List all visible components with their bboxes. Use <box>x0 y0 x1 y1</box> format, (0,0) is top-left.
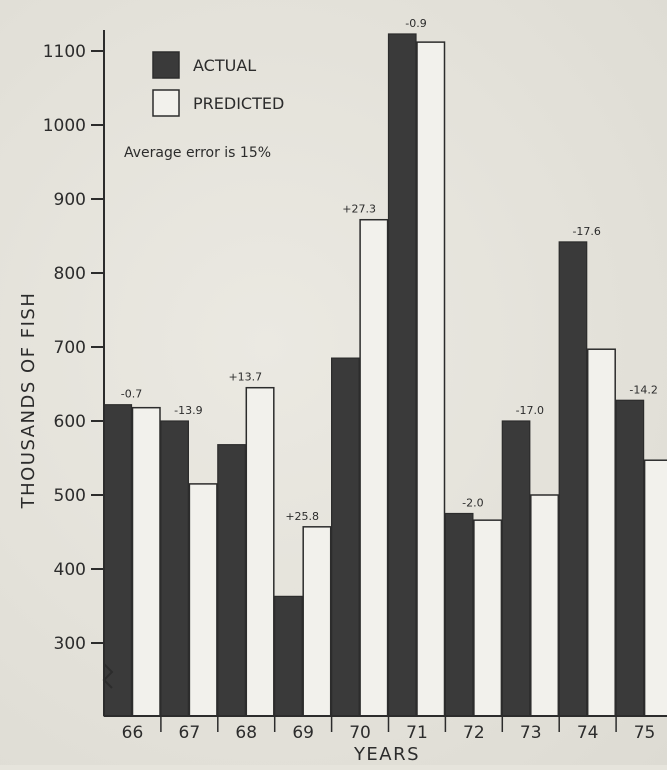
error-percent-label: -2.0 <box>462 497 483 510</box>
error-percent-label: -0.9 <box>405 17 426 30</box>
x-categories: 66 67 68 69 70 71 72 73 74 75 <box>122 716 656 743</box>
legend: ACTUAL PREDICTED <box>152 51 284 117</box>
bar-predicted <box>530 494 560 717</box>
error-percent-label: -17.0 <box>516 404 544 417</box>
x-category-label: 74 <box>577 723 599 743</box>
legend-label-actual: ACTUAL <box>193 56 256 75</box>
bar-actual <box>501 420 531 717</box>
bar-actual <box>444 512 474 717</box>
bar-actual <box>103 404 133 717</box>
error-percent-label: -0.7 <box>121 388 142 401</box>
error-percent-label: +13.7 <box>228 371 262 384</box>
x-category-label: 67 <box>179 723 201 743</box>
axes <box>102 30 667 717</box>
legend-label-predicted: PREDICTED <box>193 94 284 113</box>
y-tick-label: 600 <box>54 412 86 432</box>
y-ticks: 300 400 500 600 700 800 900 1000 1100 <box>43 42 104 654</box>
bar-predicted <box>586 348 616 717</box>
bar-actual <box>615 399 645 717</box>
bar-actual <box>558 241 588 717</box>
y-tick-label: 400 <box>54 560 86 580</box>
average-error-note: Average error is 15% <box>124 145 271 161</box>
error-percent-label: -13.9 <box>174 404 202 417</box>
x-category-label: 75 <box>634 723 656 743</box>
bar-predicted <box>245 386 275 717</box>
y-tick-label: 300 <box>54 634 86 654</box>
bar-predicted <box>359 218 389 717</box>
x-category-label: 68 <box>235 723 257 743</box>
bar-predicted <box>131 406 161 717</box>
x-category-label: 69 <box>292 723 314 743</box>
bar-actual <box>274 595 303 717</box>
legend-swatch-predicted <box>152 89 180 117</box>
error-percent-label: +27.3 <box>342 203 376 216</box>
x-category-label: 70 <box>349 723 371 743</box>
x-category-label: 72 <box>463 723 485 743</box>
bar-actual <box>331 357 360 717</box>
bar-actual <box>217 444 246 717</box>
bar-actual <box>160 420 189 717</box>
y-tick-label: 1100 <box>43 42 86 62</box>
error-percent-label: -14.2 <box>629 383 657 396</box>
x-category-label: 66 <box>122 723 144 743</box>
bar-predicted <box>188 483 218 717</box>
bar-predicted <box>302 526 332 717</box>
bar-predicted <box>416 41 446 717</box>
y-axis-title: THOUSANDS OF FISH <box>18 292 39 510</box>
x-category-label: 73 <box>520 723 542 743</box>
y-tick-label: 900 <box>54 190 86 210</box>
bar-predicted <box>473 519 503 717</box>
bar-actual <box>387 33 417 717</box>
axis-break-mark <box>102 663 114 689</box>
x-category-label: 71 <box>406 723 428 743</box>
error-percent-label: +25.8 <box>285 510 319 523</box>
y-tick-label: 500 <box>54 486 86 506</box>
bars-layer <box>103 33 667 717</box>
error-percent-label: -17.6 <box>572 225 600 238</box>
x-axis-title: YEARS <box>353 744 420 765</box>
y-tick-label: 700 <box>54 338 86 358</box>
legend-swatch-actual <box>152 51 180 79</box>
data-labels: -0.7 -13.9 +13.7 +25.8 +27.3 -0.9 -2.0 -17.0 -17… <box>121 17 658 523</box>
y-tick-label: 1000 <box>43 116 86 136</box>
y-tick-label: 800 <box>54 264 86 284</box>
bar-predicted <box>643 459 667 717</box>
